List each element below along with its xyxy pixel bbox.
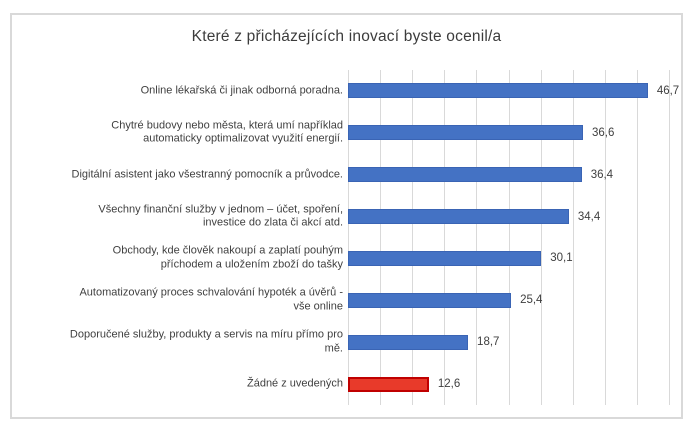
bar-value-label: 34,4 bbox=[577, 210, 601, 223]
gridline bbox=[540, 70, 542, 405]
gridline bbox=[444, 70, 446, 405]
category-labels: Online lékařská či jinak odborná poradna… bbox=[16, 70, 343, 405]
category-label: Automatizovaný proces schvalování hypoté… bbox=[79, 286, 343, 313]
bar-value-label: 25,4 bbox=[520, 294, 543, 307]
gridline bbox=[476, 70, 478, 405]
gridline bbox=[669, 70, 670, 405]
category-label: Obchody, kde člověk nakoupí a zaplatí po… bbox=[112, 244, 343, 271]
category-label: Doporučené služby, produkty a servis na … bbox=[69, 328, 343, 355]
category-label: Všechny finanční služby v jednom – účet,… bbox=[98, 203, 343, 229]
bar-value-label: 30,1 bbox=[550, 252, 573, 265]
gridline bbox=[508, 70, 510, 405]
gridline bbox=[412, 70, 414, 405]
chart-title: Které z přicházejících inovací byste oce… bbox=[191, 28, 502, 45]
bar bbox=[348, 125, 583, 141]
bar bbox=[348, 250, 542, 266]
gridline bbox=[572, 70, 574, 405]
gridline bbox=[636, 70, 638, 405]
bar-value-label: 46,7 bbox=[656, 84, 680, 97]
plot-area: 46,7 36,6 36,4 34,4 30,1 25,4 18,7 12,6 bbox=[348, 70, 679, 405]
gridline bbox=[380, 70, 382, 405]
bar-value-label: 12,6 bbox=[437, 378, 461, 391]
category-label: Digitální asistent jako všestranný pomoc… bbox=[71, 167, 343, 180]
bar bbox=[348, 292, 512, 308]
category-label: Online lékařská či jinak odborná poradna… bbox=[140, 84, 343, 97]
category-label: Žádné z uvedených bbox=[246, 377, 343, 390]
bar bbox=[348, 209, 569, 225]
gridline bbox=[348, 70, 349, 405]
bar-value-label: 36,6 bbox=[591, 126, 615, 139]
bar-highlighted bbox=[348, 376, 429, 392]
bar-value-label: 18,7 bbox=[477, 336, 500, 349]
gridline bbox=[604, 70, 606, 405]
bar-value-label: 36,4 bbox=[590, 168, 614, 181]
bar bbox=[348, 334, 469, 350]
chart-frame: Které z přicházejících inovací byste oce… bbox=[10, 13, 683, 419]
bar bbox=[348, 167, 582, 183]
bar bbox=[348, 83, 648, 99]
category-label: Chytré budovy nebo města, která umí např… bbox=[111, 119, 343, 145]
